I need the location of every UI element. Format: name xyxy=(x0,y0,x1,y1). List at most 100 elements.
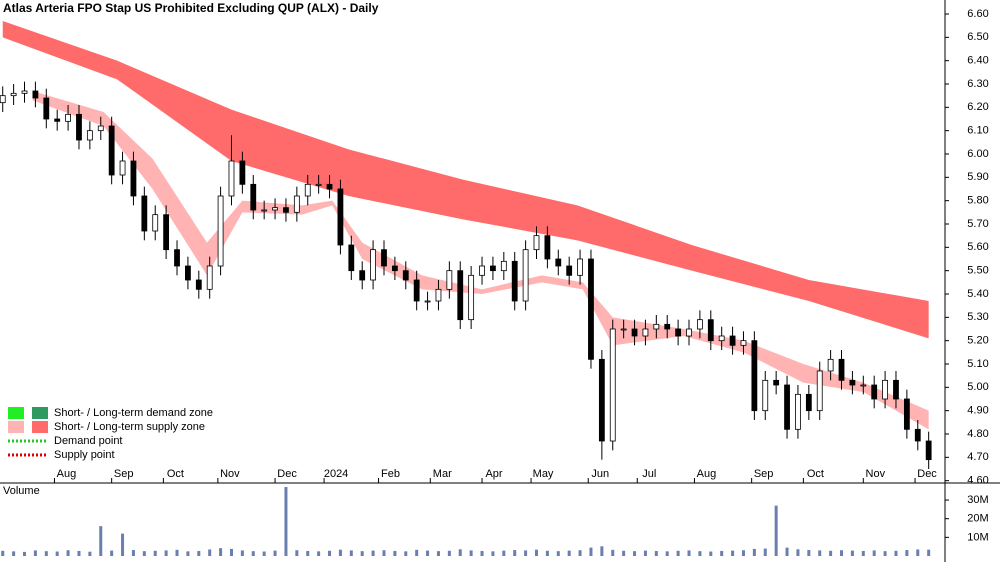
y-tick-label: 5.90 xyxy=(967,171,988,183)
volume-bar xyxy=(818,550,822,556)
candle-body xyxy=(827,358,834,372)
y-tick-label: 6.20 xyxy=(967,101,988,113)
candle-body xyxy=(903,398,910,430)
legend-label: Demand point xyxy=(54,435,123,447)
y-tick-label: 5.20 xyxy=(967,335,988,347)
candle-body xyxy=(468,274,475,321)
volume-bar xyxy=(676,550,680,556)
candle-body xyxy=(293,195,300,213)
volume-bar xyxy=(349,550,353,556)
candle-body xyxy=(609,328,616,442)
candle-body xyxy=(424,300,431,303)
x-tick-label: Nov xyxy=(220,468,240,480)
volume-bar xyxy=(622,550,626,556)
volume-bar xyxy=(480,550,484,556)
y-tick-label: 6.40 xyxy=(967,55,988,67)
candle-body xyxy=(577,258,583,276)
y-tick-label: 6.00 xyxy=(967,148,988,160)
volume-bar xyxy=(55,551,59,556)
y-tick-label: 5.00 xyxy=(967,381,988,393)
volume-bar xyxy=(99,526,103,556)
volume-bar xyxy=(306,550,310,556)
legend-swatch xyxy=(8,407,24,419)
volume-bar xyxy=(687,550,691,556)
volume-tick-label: 10M xyxy=(967,531,988,543)
legend-label: Short- / Long-term supply zone xyxy=(54,421,205,433)
y-tick-label: 5.50 xyxy=(967,265,988,277)
volume-bar xyxy=(916,549,920,556)
volume-bar xyxy=(121,533,125,556)
volume-bar xyxy=(142,551,146,556)
candle-body xyxy=(446,270,453,290)
volume-bar xyxy=(720,550,724,556)
candle-body xyxy=(402,270,409,281)
volume-bar xyxy=(110,550,114,556)
candle-body xyxy=(174,249,180,267)
candle-body xyxy=(816,370,823,412)
x-tick-label: 2024 xyxy=(324,468,348,480)
volume-bar xyxy=(829,550,833,556)
volume-bar xyxy=(77,550,81,556)
candle-body xyxy=(413,279,420,302)
candle-body xyxy=(206,265,213,290)
candle-body xyxy=(43,97,50,120)
x-tick-label: May xyxy=(533,468,554,480)
candle-body xyxy=(696,319,703,330)
volume-bar xyxy=(153,550,157,556)
candle-body xyxy=(217,195,224,267)
volume-bar xyxy=(447,550,451,556)
volume-bar xyxy=(861,550,865,556)
volume-bar xyxy=(731,550,735,556)
legend-swatch xyxy=(32,421,48,433)
volume-bar xyxy=(175,549,179,556)
volume-bar xyxy=(317,551,321,556)
x-tick-label: Apr xyxy=(485,468,502,480)
volume-bar xyxy=(513,550,517,556)
volume-bar xyxy=(240,550,244,556)
volume-tick-label: 20M xyxy=(967,513,988,525)
volume-bar xyxy=(774,505,778,556)
volume-bar xyxy=(219,548,223,556)
volume-bar xyxy=(88,551,92,556)
candle-body xyxy=(751,340,758,412)
volume-bar xyxy=(131,550,135,556)
y-tick-label: 5.40 xyxy=(967,288,988,300)
candle-body xyxy=(588,258,594,360)
candle-body xyxy=(598,358,605,442)
volume-bar xyxy=(469,550,473,556)
candle-body xyxy=(152,214,159,232)
candle-body xyxy=(620,328,627,331)
volume-bar xyxy=(927,549,931,556)
candle-body xyxy=(544,235,551,260)
volume-bar xyxy=(251,551,255,556)
volume-bar xyxy=(284,487,288,556)
candle-body xyxy=(631,328,638,337)
volume-bar xyxy=(393,550,397,556)
candle-body xyxy=(718,335,725,342)
volume-bar xyxy=(611,549,615,556)
chart-title: Atlas Arteria FPO Stap US Prohibited Exc… xyxy=(3,1,379,15)
candle-body xyxy=(108,125,115,176)
volume-bar xyxy=(578,550,582,556)
legend-swatch xyxy=(8,421,24,433)
candle-body xyxy=(250,183,257,211)
volume-bar xyxy=(545,550,549,556)
volume-bar xyxy=(426,550,430,556)
x-tick-label: Oct xyxy=(807,468,824,480)
candle-body xyxy=(261,209,268,212)
volume-bar xyxy=(840,550,844,556)
volume-bar xyxy=(491,551,495,556)
candle-body xyxy=(500,260,507,272)
candle-body xyxy=(195,279,202,290)
candle-body xyxy=(76,113,82,141)
volume-bar xyxy=(872,550,876,556)
candle-body xyxy=(805,393,812,412)
volume-bar xyxy=(23,551,27,556)
volume-bar xyxy=(44,551,48,556)
y-tick-label: 4.90 xyxy=(967,405,988,417)
x-tick-label: Feb xyxy=(381,468,400,480)
candle-body xyxy=(566,265,573,276)
candle-body xyxy=(10,92,17,97)
candle-body xyxy=(348,244,355,272)
